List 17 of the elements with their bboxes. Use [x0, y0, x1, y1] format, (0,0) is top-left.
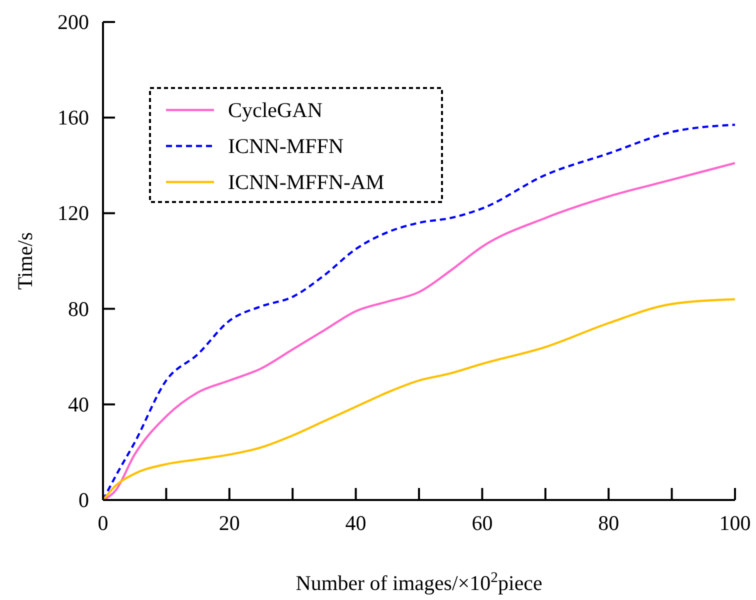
x-tick-label: 60 — [472, 511, 493, 535]
y-tick-label: 120 — [58, 201, 89, 226]
x-tick-label: 80 — [598, 511, 620, 535]
x-tick-label: 0 — [98, 511, 108, 535]
legend-label: CycleGAN — [228, 98, 322, 122]
x-tick-label: 40 — [345, 511, 366, 535]
legend-label: ICNN-MFFN-AM — [228, 170, 385, 194]
x-tick-label: 100 — [719, 511, 751, 535]
y-tick-label: 40 — [68, 392, 89, 416]
y-tick-label: 80 — [68, 296, 89, 321]
x-axis-title: Number of images/×10$^{2}$piece — [296, 570, 542, 595]
y-tick-label: 200 — [58, 10, 89, 34]
legend-label: ICNN-MFFN — [228, 134, 344, 158]
y-tick-label: 0 — [78, 488, 89, 512]
y-axis-title: Time/s — [13, 232, 37, 290]
y-tick-label: 160 — [58, 106, 89, 130]
x-tick-label: 20 — [218, 511, 240, 535]
